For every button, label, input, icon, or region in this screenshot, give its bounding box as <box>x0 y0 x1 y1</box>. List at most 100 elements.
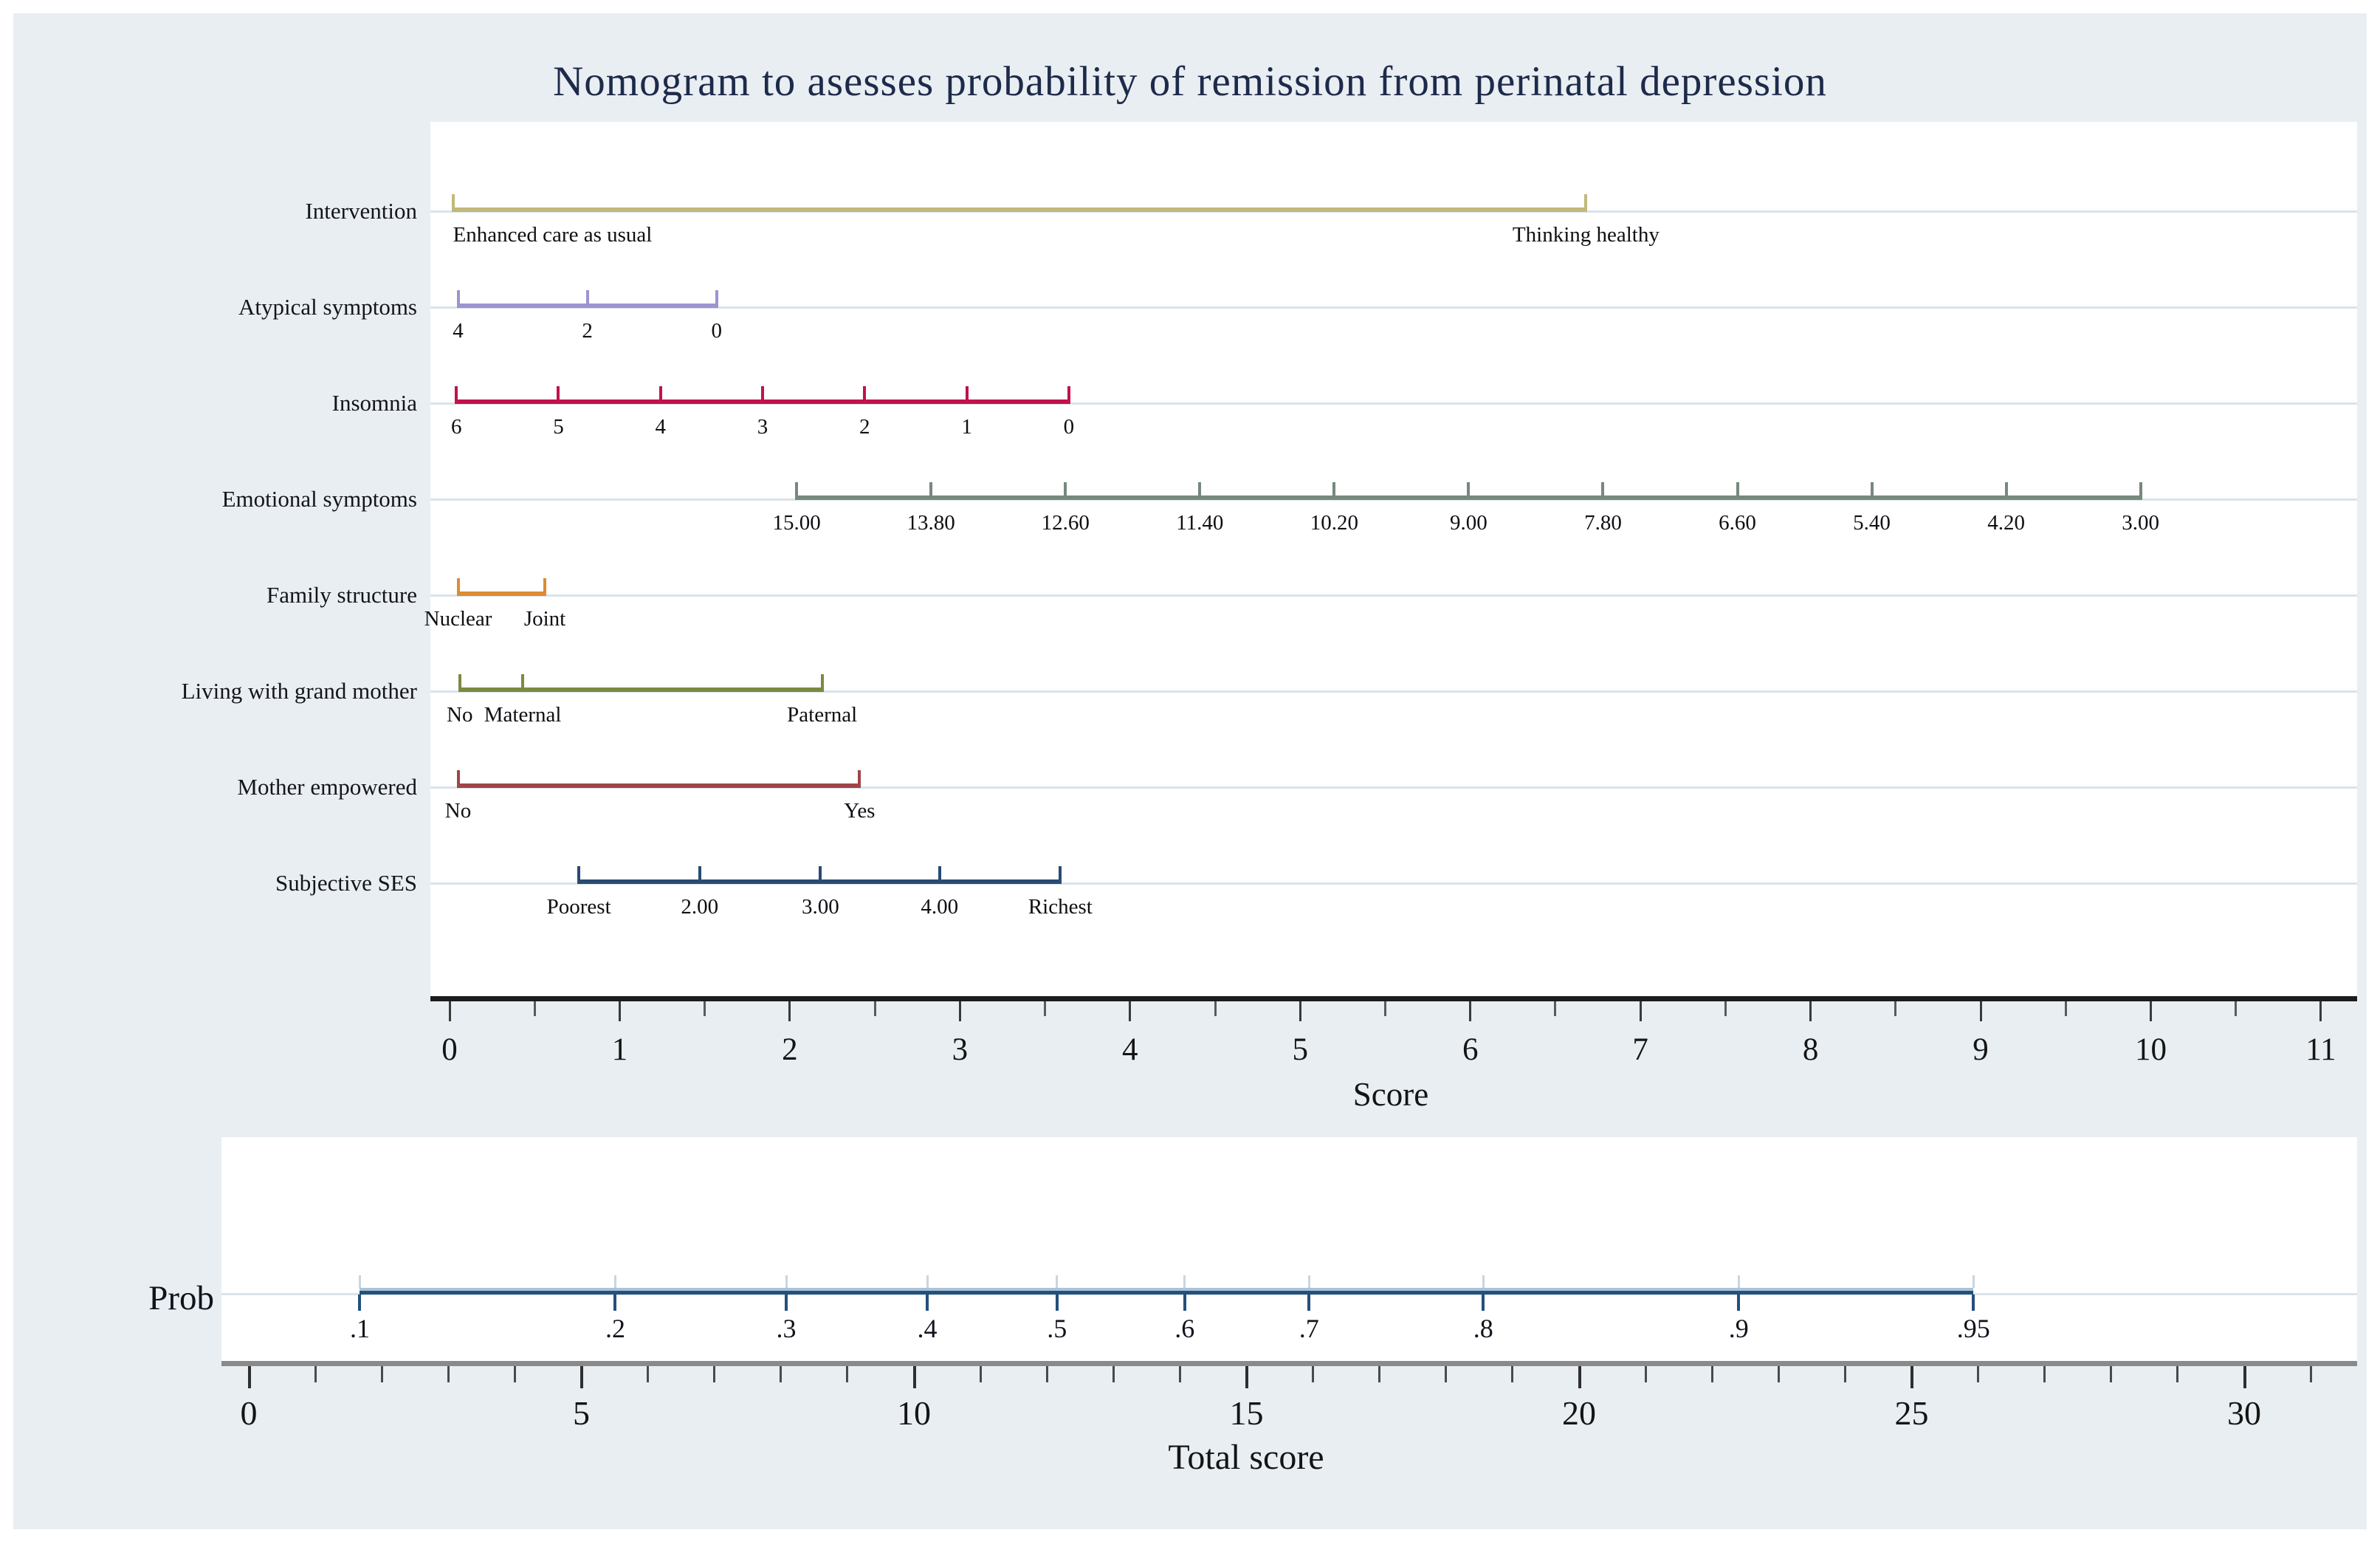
row-label-insomnia: Insomnia <box>331 390 417 416</box>
total-score-axis-tick-label: 0 <box>240 1394 258 1432</box>
row-tick-subjective-ses <box>819 866 822 884</box>
score-axis-tick-label: 9 <box>1973 1032 1989 1067</box>
row-tick-emotional-symptoms <box>2139 482 2142 500</box>
row-tick-label-living-with-grand-mother: Maternal <box>484 703 562 727</box>
row-tick-label-emotional-symptoms: 4.20 <box>1987 511 2025 535</box>
score-axis-tick-label: 10 <box>2135 1032 2167 1067</box>
total-score-axis-tick <box>2043 1366 2046 1382</box>
row-label-family-structure: Family structure <box>266 582 417 608</box>
row-tick-label-family-structure: Nuclear <box>424 607 492 631</box>
row-tick-label-emotional-symptoms: 11.40 <box>1176 511 1224 535</box>
row-tick-subjective-ses <box>577 866 581 884</box>
score-axis-tick <box>618 1001 621 1021</box>
prob-guide-tick <box>358 1275 361 1288</box>
row-tick-insomnia <box>1067 386 1070 404</box>
row-tick-emotional-symptoms <box>1870 482 1874 500</box>
row-tick-mother-empowered <box>456 770 460 788</box>
score-axis-tick <box>448 1001 451 1021</box>
row-tick-subjective-ses <box>1059 866 1062 884</box>
prob-axis-tick <box>1482 1294 1485 1311</box>
total-score-axis-tick <box>2243 1366 2246 1388</box>
row-tick-living-with-grand-mother <box>458 674 461 692</box>
row-tick-label-emotional-symptoms: 13.80 <box>907 511 955 535</box>
score-axis-tick <box>1979 1001 1982 1021</box>
score-axis-tick <box>1299 1001 1301 1021</box>
prob-guide-tick <box>785 1275 788 1288</box>
row-tick-emotional-symptoms <box>2004 482 2008 500</box>
row-tick-label-emotional-symptoms: 3.00 <box>2122 511 2160 535</box>
lower-plot-panel <box>221 1137 2357 1366</box>
prob-axis-tick-label: .7 <box>1299 1314 1319 1343</box>
total-score-axis-tick <box>447 1366 450 1382</box>
score-axis-tick-label: 7 <box>1632 1032 1648 1067</box>
total-score-axis-tick <box>2110 1366 2113 1382</box>
row-baseline-living-with-grand-mother <box>430 690 2357 693</box>
total-score-axis-tick <box>1777 1366 1780 1382</box>
row-label-atypical-symptoms: Atypical symptoms <box>238 294 417 320</box>
score-axis-tick-label: 2 <box>782 1032 798 1067</box>
prob-axis-tick <box>1055 1294 1059 1311</box>
score-axis-tick <box>1383 1001 1386 1016</box>
row-label-emotional-symptoms: Emotional symptoms <box>221 486 417 512</box>
row-tick-subjective-ses <box>698 866 701 884</box>
total-score-axis-line <box>221 1361 2357 1366</box>
row-tick-family-structure <box>543 578 547 596</box>
row-tick-subjective-ses <box>938 866 941 884</box>
total-score-axis-tick <box>1977 1366 1980 1382</box>
row-tick-label-subjective-ses: Poorest <box>546 895 611 919</box>
row-tick-label-emotional-symptoms: 5.40 <box>1853 511 1891 535</box>
total-score-axis-tick <box>580 1366 583 1388</box>
total-score-axis-tick <box>1843 1366 1846 1382</box>
row-line-living-with-grand-mother <box>459 687 822 692</box>
total-score-axis-tick <box>1910 1366 1913 1388</box>
total-score-axis-tick <box>1112 1366 1115 1382</box>
row-tick-label-emotional-symptoms: 7.80 <box>1584 511 1622 535</box>
row-tick-label-subjective-ses: 3.00 <box>802 895 839 919</box>
row-tick-mother-empowered <box>858 770 861 788</box>
row-line-mother-empowered <box>458 783 860 788</box>
row-tick-label-atypical-symptoms: 4 <box>453 319 464 343</box>
row-tick-atypical-symptoms <box>715 290 718 308</box>
score-axis-tick <box>2319 1001 2322 1021</box>
total-score-axis-tick <box>1710 1366 1713 1382</box>
total-score-axis-tick <box>247 1366 251 1388</box>
score-axis-tick <box>533 1001 536 1016</box>
row-tick-label-living-with-grand-mother: Paternal <box>787 703 858 727</box>
prob-axis-tick-label: .2 <box>605 1314 625 1343</box>
row-baseline-insomnia <box>430 402 2357 405</box>
row-tick-label-mother-empowered: No <box>444 799 472 823</box>
row-tick-living-with-grand-mother <box>521 674 525 692</box>
row-tick-label-insomnia: 0 <box>1063 415 1075 439</box>
total-score-axis-tick <box>380 1366 383 1382</box>
total-score-axis-tick-label: 25 <box>1894 1394 1929 1432</box>
prob-axis-tick-label: .1 <box>349 1314 370 1343</box>
prob-axis-tick-label: .5 <box>1047 1314 1067 1343</box>
score-axis-tick-label: 0 <box>441 1032 458 1067</box>
prob-axis-tick-label: .9 <box>1728 1314 1749 1343</box>
row-tick-emotional-symptoms <box>1198 482 1202 500</box>
score-axis-tick <box>958 1001 961 1021</box>
score-axis-tick-label: 6 <box>1462 1032 1479 1067</box>
score-axis-tick <box>1214 1001 1217 1016</box>
row-tick-family-structure <box>456 578 460 596</box>
prob-guide-tick <box>1056 1275 1059 1288</box>
total-score-axis-tick <box>1178 1366 1181 1382</box>
row-baseline-mother-empowered <box>430 786 2357 789</box>
prob-guide-tick <box>1972 1275 1975 1288</box>
total-score-axis-tick <box>1245 1366 1248 1388</box>
prob-axis-tick <box>613 1294 617 1311</box>
score-axis-tick <box>2150 1001 2152 1021</box>
row-tick-intervention <box>451 194 455 212</box>
prob-axis-tick-label: .8 <box>1473 1314 1493 1343</box>
row-tick-living-with-grand-mother <box>820 674 824 692</box>
row-baseline-subjective-ses <box>430 882 2357 885</box>
total-score-axis-tick <box>314 1366 317 1382</box>
row-tick-emotional-symptoms <box>1736 482 1739 500</box>
total-score-axis-tick-label: 10 <box>897 1394 931 1432</box>
chart-title: Nomogram to asesses probability of remis… <box>553 58 1827 105</box>
prob-axis-tick <box>1183 1294 1186 1311</box>
row-tick-intervention <box>1584 194 1588 212</box>
chart-canvas: Nomogram to asesses probability of remis… <box>13 13 2367 1529</box>
total-score-axis-tick <box>1445 1366 1448 1382</box>
total-score-axis-tick <box>1511 1366 1514 1382</box>
